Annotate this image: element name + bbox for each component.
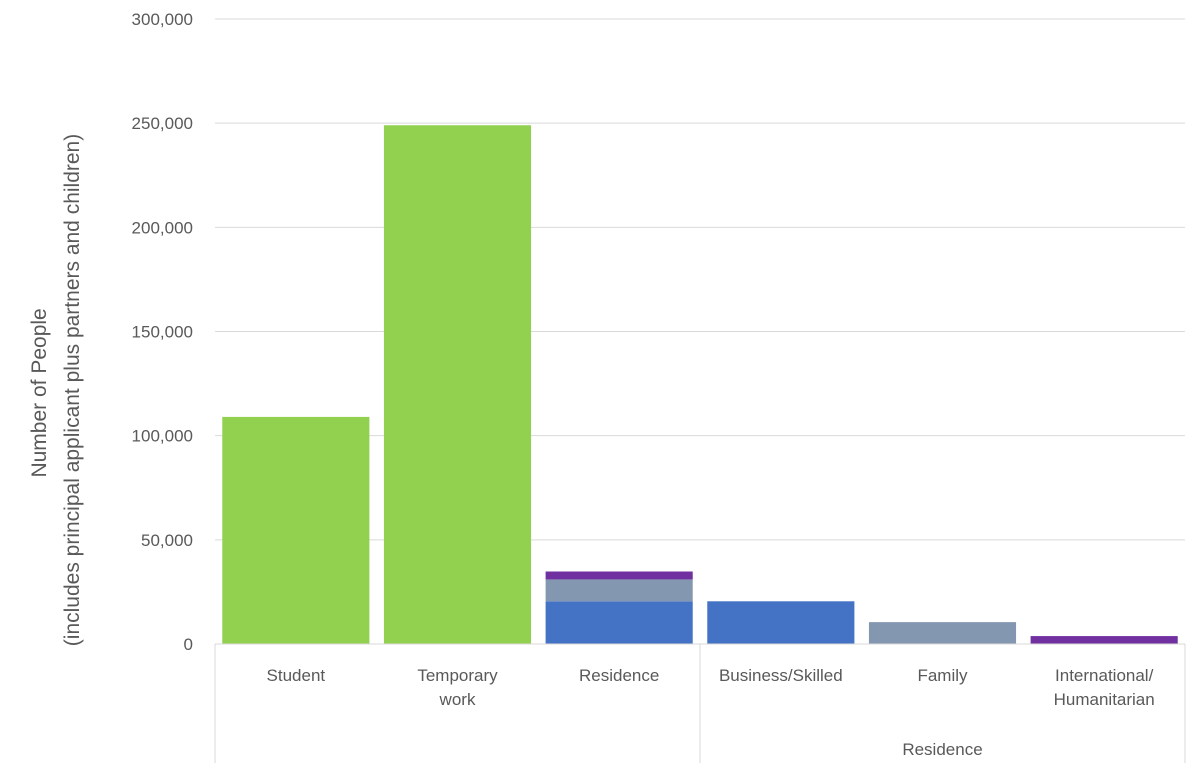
x-tick-label: Residence xyxy=(579,666,659,685)
y-tick-label: 250,000 xyxy=(132,114,193,133)
x-tick-label: Student xyxy=(267,666,326,685)
y-tick-label: 100,000 xyxy=(132,427,193,446)
x-group-label: Residence xyxy=(902,740,982,759)
bar-segment xyxy=(868,622,1017,644)
x-tick-label: International/Humanitarian xyxy=(1054,666,1155,709)
x-axis: Residence Student Temporary work Residence Bu… xyxy=(214,643,1186,763)
y-tick-label: 150,000 xyxy=(132,323,193,342)
y-tick-label: 300,000 xyxy=(132,10,193,29)
bar-segment xyxy=(1030,636,1178,644)
bar-segment xyxy=(545,601,693,644)
y-tick-label: 200,000 xyxy=(132,218,193,237)
y-axis-title: Number of People (includes principal app… xyxy=(28,134,84,646)
y-axis-title-line-2: (includes principal applicant plus partn… xyxy=(61,134,84,646)
y-tick-label: 50,000 xyxy=(141,531,193,550)
bar-segment xyxy=(545,571,693,580)
bars xyxy=(222,125,1178,644)
bar-segment xyxy=(222,416,370,644)
gridlines xyxy=(215,18,1185,541)
bar-segment xyxy=(383,125,532,644)
y-axis-title-line-1: Number of People xyxy=(28,308,51,477)
x-tick-label: Temporary work xyxy=(417,666,498,709)
y-tick-label: 0 xyxy=(184,635,193,654)
y-axis: 0 50,000 100,000 150,000 200,000 250,000 300,0… xyxy=(132,10,193,654)
x-tick-label: Business/Skilled xyxy=(719,666,843,685)
bar-segment xyxy=(545,579,693,602)
bar-segment xyxy=(707,601,855,644)
x-tick-label: Family xyxy=(917,666,968,685)
